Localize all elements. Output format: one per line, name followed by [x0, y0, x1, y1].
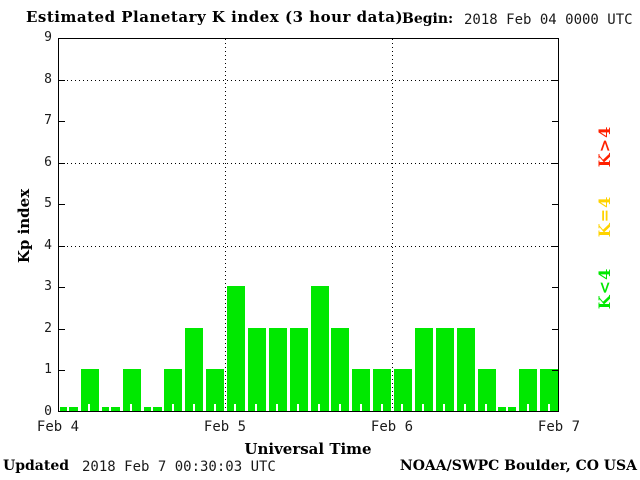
axis-notch-20	[485, 404, 487, 411]
axis-notch-6	[193, 404, 195, 411]
ytick-right-1	[552, 370, 558, 371]
axis-notch-0	[67, 404, 69, 411]
ytick-right-8	[552, 80, 558, 81]
kp-bar-14	[352, 369, 370, 411]
kp-bar-10	[269, 328, 287, 411]
axis-notch-8	[234, 404, 236, 411]
y-axis-title: Kp index	[15, 188, 33, 264]
kp-bar-7	[206, 369, 224, 411]
ytick-right-7	[552, 121, 558, 122]
kp-bar-23	[540, 369, 558, 411]
ytick-label-4: 4	[44, 238, 52, 253]
kp-bar-20	[478, 369, 496, 411]
begin-value: 2018 Feb 04 0000 UTC	[464, 12, 633, 28]
kp-bar-15	[373, 369, 391, 411]
ytick-left-1	[59, 370, 65, 371]
kp-bar-13	[331, 328, 349, 411]
ytick-label-9: 9	[44, 30, 52, 45]
page-title: Estimated Planetary K index (3 hour data…	[26, 8, 404, 26]
axis-notch-1	[88, 404, 90, 411]
ytick-left-3	[59, 287, 65, 288]
ytick-label-2: 2	[44, 321, 52, 336]
x-day-label-3: Feb 6	[370, 419, 414, 435]
updated-label: Updated	[3, 458, 70, 474]
ytick-right-5	[552, 204, 558, 205]
ytick-label-7: 7	[44, 113, 52, 128]
kp-bar-9	[248, 328, 266, 411]
kp-bar-4	[144, 407, 162, 411]
kp-bar-18	[436, 328, 454, 411]
axis-notch-7	[214, 404, 216, 411]
legend-k-lt-4-label: K<4	[595, 267, 615, 309]
ytick-label-1: 1	[44, 362, 52, 377]
axis-notch-15	[381, 404, 383, 411]
axis-notch-21	[506, 404, 508, 411]
axis-notch-3	[130, 404, 132, 411]
ytick-right-3	[552, 287, 558, 288]
ytick-left-4	[59, 246, 65, 247]
axis-notch-19	[464, 404, 466, 411]
ytick-left-6	[59, 163, 65, 164]
ytick-left-2	[59, 329, 65, 330]
legend-k-lt-4: K<4	[590, 245, 620, 331]
kp-bar-5	[164, 369, 182, 411]
kp-bar-17	[415, 328, 433, 411]
ytick-left-7	[59, 121, 65, 122]
ytick-right-6	[552, 163, 558, 164]
axis-notch-16	[401, 404, 403, 411]
kp-bar-8	[227, 286, 245, 411]
axis-notch-10	[276, 404, 278, 411]
legend-k-eq-4-label: K=4	[595, 195, 615, 237]
gridline-day1	[225, 39, 226, 411]
ytick-left-5	[59, 204, 65, 205]
updated-value: 2018 Feb 7 00:30:03 UTC	[82, 459, 276, 475]
kp-bar-6	[185, 328, 203, 411]
ytick-right-2	[552, 329, 558, 330]
kp-bar-22	[519, 369, 537, 411]
ytick-label-0: 0	[44, 404, 52, 419]
ytick-label-8: 8	[44, 72, 52, 87]
begin-label: Begin:	[402, 11, 454, 27]
axis-notch-23	[548, 404, 550, 411]
ytick-left-8	[59, 80, 65, 81]
x-day-label-4: Feb 7	[537, 419, 581, 435]
ytick-label-3: 3	[44, 279, 52, 294]
axis-notch-14	[360, 404, 362, 411]
kp-bar-19	[457, 328, 475, 411]
kp-bar-2	[102, 407, 120, 411]
axis-notch-12	[318, 404, 320, 411]
ytick-right-4	[552, 246, 558, 247]
kp-bar-0	[60, 407, 78, 411]
axis-notch-11	[297, 404, 299, 411]
axis-notch-9	[255, 404, 257, 411]
ytick-label-6: 6	[44, 155, 52, 170]
gridline-day2	[392, 39, 393, 411]
x-day-label-2: Feb 5	[203, 419, 247, 435]
credit-text: NOAA/SWPC Boulder, CO USA	[399, 458, 637, 474]
axis-notch-13	[339, 404, 341, 411]
kp-bar-11	[290, 328, 308, 411]
kp-bar-16	[394, 369, 412, 411]
axis-notch-18	[443, 404, 445, 411]
gridline-y8	[59, 80, 558, 81]
x-day-label-1: Feb 4	[36, 419, 80, 435]
axis-notch-2	[109, 404, 111, 411]
kp-bar-12	[311, 286, 329, 411]
plot-frame	[58, 38, 559, 412]
axis-notch-22	[527, 404, 529, 411]
gridline-y4	[59, 246, 558, 247]
axis-notch-17	[422, 404, 424, 411]
axis-notch-4	[151, 404, 153, 411]
kp-bar-1	[81, 369, 99, 411]
kp-bar-3	[123, 369, 141, 411]
axis-notch-5	[172, 404, 174, 411]
gridline-y6	[59, 163, 558, 164]
x-axis-title: Universal Time	[244, 440, 372, 458]
ytick-label-5: 5	[44, 196, 52, 211]
legend-k-gt-4-label: K>4	[595, 125, 615, 167]
